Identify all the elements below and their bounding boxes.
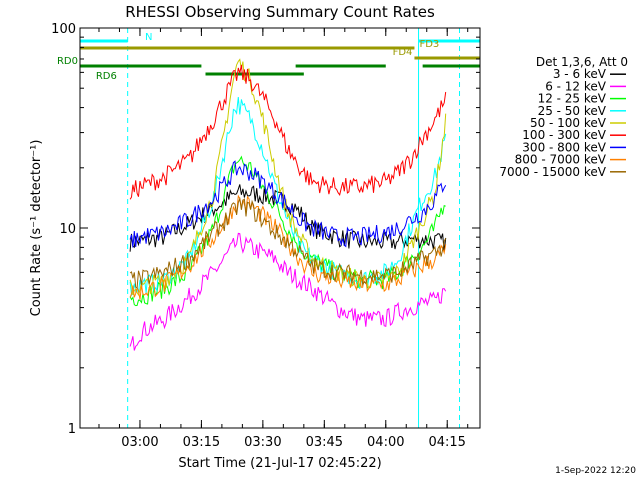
y-axis-label: Count Rate (s⁻¹ detector⁻¹) xyxy=(29,140,44,317)
series-line xyxy=(129,64,447,200)
series-line xyxy=(129,194,447,300)
legend-label: 100 - 300 keV xyxy=(522,128,606,142)
legend-label: 300 - 800 keV xyxy=(522,140,606,154)
y-tick-label: 1 xyxy=(68,422,76,437)
legend-label: 7000 - 15000 keV xyxy=(499,165,606,179)
x-tick-label: 03:30 xyxy=(244,435,281,450)
axes: 03:00 03:15 03:30 03:45 04:00 04:15 1 10 100 xyxy=(51,22,480,450)
flag-label: N xyxy=(145,32,152,43)
x-tick-label: 04:00 xyxy=(367,435,404,450)
series-line xyxy=(129,184,447,252)
legend-header: Det 1,3,6, Att 0 xyxy=(536,55,628,69)
x-tick-label: 03:15 xyxy=(183,435,220,450)
legend-label: 12 - 25 keV xyxy=(538,92,607,106)
chart-title: RHESSI Observing Summary Count Rates xyxy=(125,3,435,21)
x-tick-label: 04:15 xyxy=(428,435,465,450)
legend-label: 6 - 12 keV xyxy=(545,79,607,93)
flag-label: RD0 xyxy=(57,56,78,67)
x-tick-label: 03:00 xyxy=(121,435,158,450)
timestamp: 1-Sep-2022 12:20 xyxy=(555,466,636,476)
series-line xyxy=(129,160,447,248)
legend-label: 3 - 6 keV xyxy=(553,67,607,81)
series-layer xyxy=(129,58,447,351)
flag-label: RD6 xyxy=(96,71,117,82)
flag-label: FD4 xyxy=(393,47,413,58)
legend-label: 50 - 100 keV xyxy=(530,116,607,130)
series-line xyxy=(129,196,447,289)
x-axis-label: Start Time (21-Jul-17 02:45:22) xyxy=(178,456,381,471)
series-line xyxy=(129,96,447,297)
x-tick-label: 03:45 xyxy=(306,435,343,450)
series-line xyxy=(129,58,447,297)
plot-area xyxy=(127,28,461,428)
plot-frame xyxy=(79,27,481,429)
attenuator-flags: N FD3 FD4 RD0 RD6 xyxy=(57,32,480,82)
y-tick-label: 100 xyxy=(51,22,76,37)
series-line xyxy=(129,232,447,351)
y-tick-label: 10 xyxy=(59,222,76,237)
flag-label: FD3 xyxy=(419,39,439,50)
legend-label: 800 - 7000 keV xyxy=(515,153,607,167)
legend-label: 25 - 50 keV xyxy=(538,104,607,118)
